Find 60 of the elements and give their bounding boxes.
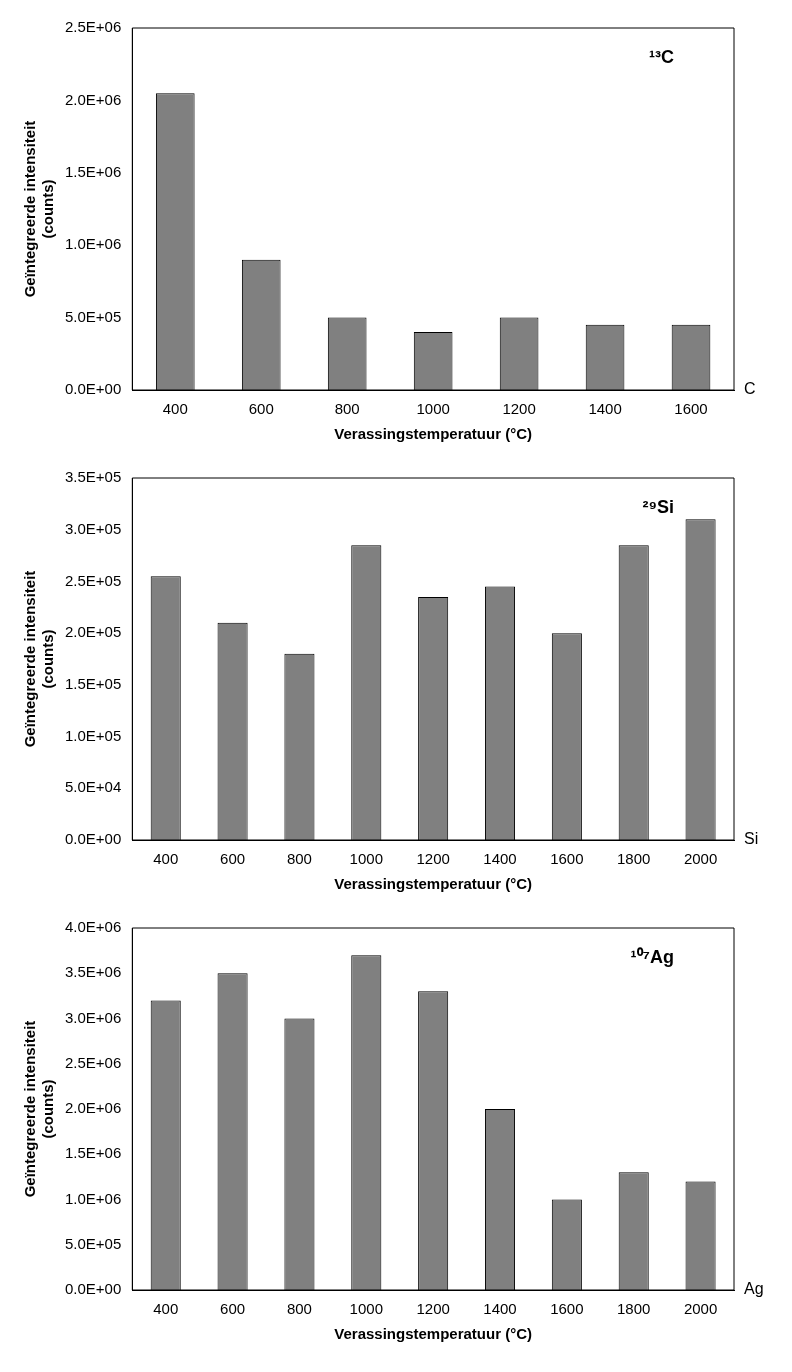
x-tick-label: 1800 <box>617 1300 651 1318</box>
x-tick-label: 400 <box>153 1300 179 1318</box>
y-tick-label: 3.0E+05 <box>64 519 122 537</box>
x-tick-label: 2000 <box>683 850 718 868</box>
annotation: ¹³C <box>649 46 674 67</box>
y-axis-title: Geïntegreerde intensiteit (counts) <box>21 120 57 298</box>
x-tick-label: 1000 <box>349 850 383 868</box>
y-tick-label: 0.0E+00 <box>64 1280 122 1298</box>
y-tick-label: 2.0E+06 <box>64 90 122 108</box>
y-tick-label: 3.0E+06 <box>64 1008 122 1026</box>
x-axis-title: Verassingstemperatuur (°C) <box>334 425 533 443</box>
y-tick-label: 2.5E+05 <box>64 571 122 589</box>
x-tick-label: 400 <box>153 850 179 868</box>
y-tick-label: 1.0E+06 <box>64 235 122 253</box>
x-tick-label: 1400 <box>483 1300 517 1318</box>
y-tick-label: 2.0E+05 <box>64 623 122 641</box>
x-tick-label: 2000 <box>683 1300 718 1318</box>
x-tick-label: 1200 <box>416 1300 450 1318</box>
annotation: ¹⁰⁷Ag <box>630 946 674 967</box>
y-tick-label: 2.5E+06 <box>64 18 122 36</box>
x-axis-title: Verassingstemperatuur (°C) <box>334 1325 533 1343</box>
y-axis-title: Geïntegreerde intensiteit (counts) <box>21 570 57 748</box>
y-tick-label: 3.5E+06 <box>64 963 122 981</box>
y-tick-label: 1.5E+06 <box>64 162 122 180</box>
series-label: Si <box>744 830 759 848</box>
x-tick-label: 1200 <box>502 400 536 418</box>
x-tick-label: 600 <box>220 1300 246 1318</box>
x-tick-label: 800 <box>334 400 360 418</box>
x-tick-label: 1000 <box>349 1300 383 1318</box>
x-tick-label: 600 <box>220 850 246 868</box>
x-tick-label: 1600 <box>550 1300 584 1318</box>
y-tick-label: 4.0E+06 <box>64 918 122 936</box>
y-tick-label: 1.0E+05 <box>64 726 122 744</box>
x-tick-label: 1200 <box>416 850 450 868</box>
y-tick-label: 5.0E+05 <box>64 1234 122 1252</box>
text: C <box>744 380 756 398</box>
y-tick-label: 2.0E+06 <box>64 1099 122 1117</box>
y-tick-label: 3.5E+05 <box>64 468 122 486</box>
y-tick-label: 5.0E+04 <box>64 778 122 796</box>
series-label: Ag <box>744 1280 764 1298</box>
y-axis-title: Geïntegreerde intensiteit (counts) <box>21 1020 57 1198</box>
x-tick-label: 1400 <box>588 400 622 418</box>
y-tick-label: 2.5E+06 <box>64 1053 122 1071</box>
y-tick-label: 1.5E+06 <box>64 1144 122 1162</box>
y-tick-label: 1.0E+06 <box>64 1189 122 1207</box>
y-tick-label: 0.0E+00 <box>64 830 122 848</box>
x-tick-label: 800 <box>286 1300 312 1318</box>
y-tick-label: 1.5E+05 <box>64 675 122 692</box>
x-tick-label: 600 <box>248 400 274 418</box>
y-tick-label: 5.0E+05 <box>64 307 122 325</box>
x-tick-label: 1600 <box>674 400 708 418</box>
x-tick-label: 1800 <box>617 850 651 868</box>
y-tick-label: 0.0E+00 <box>64 380 122 398</box>
x-tick-label: 1000 <box>416 400 450 418</box>
annotation: ²⁹Si <box>642 496 674 517</box>
x-tick-label: 1600 <box>550 850 584 868</box>
x-tick-label: 400 <box>162 400 188 418</box>
x-tick-label: 1400 <box>483 850 517 868</box>
x-axis-title: Verassingstemperatuur (°C) <box>334 875 533 893</box>
x-tick-label: 800 <box>286 850 312 868</box>
